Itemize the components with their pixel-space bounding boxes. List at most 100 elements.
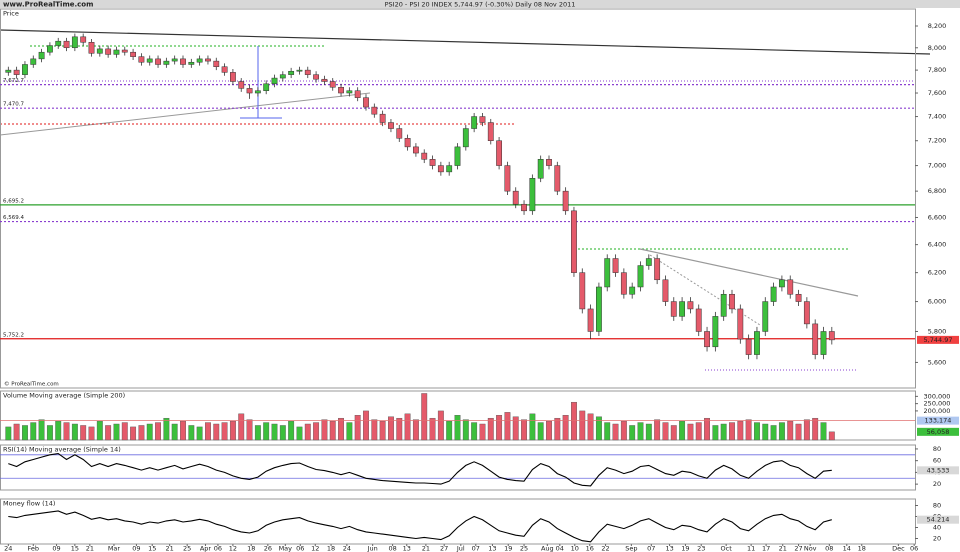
indicator-line [8, 453, 832, 487]
y-tick-label: 7,200 [928, 137, 947, 145]
candle-body [637, 265, 644, 288]
candle-body [88, 42, 95, 54]
value-box-label: 133,174 [925, 417, 952, 425]
candle-body [71, 36, 78, 49]
x-tick-label: 14 [843, 545, 851, 552]
trend-line [0, 29, 931, 55]
candle-body [562, 190, 569, 212]
panel-title: Money flow (14) [3, 500, 55, 508]
candle-body [704, 331, 710, 348]
volume-bar [687, 423, 694, 441]
candle-body [329, 81, 336, 88]
volume-bar [55, 420, 62, 441]
y-tick-label: 6,200 [928, 269, 947, 277]
volume-bar [496, 415, 503, 441]
volume-bar [654, 419, 661, 441]
y-tick-label: 8,000 [928, 44, 947, 52]
candle-body [421, 152, 428, 160]
candle-body [113, 49, 120, 55]
y-tick-label: 60 [933, 457, 941, 465]
candle-body [737, 308, 744, 340]
x-tick-label: 07 [647, 545, 655, 552]
candle-body [163, 60, 170, 65]
last-value-box [917, 466, 959, 475]
volume-bar [612, 423, 619, 441]
candle-body [313, 74, 320, 80]
candle-body [321, 78, 328, 82]
candle-body [354, 90, 361, 98]
candle-body [579, 272, 586, 310]
volume-bar [521, 419, 527, 441]
candle-body [138, 56, 145, 63]
trend-line [0, 92, 371, 136]
volume-bar [5, 426, 12, 441]
volume-bar [720, 423, 727, 441]
candle-body [246, 88, 253, 94]
x-tick-label: 18 [247, 545, 255, 552]
candle-body [803, 301, 810, 325]
volume-bar [13, 423, 20, 441]
volume-bar [263, 422, 270, 441]
x-tick-label: 11 [747, 545, 755, 552]
candle-body [629, 286, 636, 295]
volume-bar [254, 425, 261, 441]
y-tick-label: 5,600 [928, 358, 947, 366]
volume-bar [130, 426, 137, 441]
volume-bar [363, 410, 369, 441]
candle-body [446, 165, 453, 173]
panel-title: Volume Moving average (Simple 200) [3, 392, 125, 400]
x-tick-label: Mar [108, 545, 121, 552]
chart-title: PSI20 - PSI 20 INDEX 5,744.97 (-0.30%) D… [385, 1, 576, 9]
x-tick-label: May [279, 545, 293, 552]
x-tick-label: 12 [311, 545, 319, 552]
volume-bar [138, 425, 145, 441]
volume-bar [812, 417, 819, 441]
volume-bar [754, 422, 760, 441]
volume-bar [88, 426, 95, 441]
volume-bar [71, 423, 78, 441]
volume-bar [412, 419, 419, 441]
volume-bar [770, 425, 777, 441]
candle-body [729, 293, 735, 310]
y-tick-label: 250,000 [924, 400, 951, 408]
volume-bar [296, 426, 303, 441]
y-tick-label: 7,800 [928, 66, 947, 74]
x-tick-label: 23 [697, 545, 705, 552]
candle-body [795, 293, 802, 302]
volume-bar [38, 419, 45, 441]
candle-body [612, 258, 619, 273]
candle-body [263, 83, 270, 91]
x-tick-label: 09 [52, 545, 60, 552]
volume-bar [46, 425, 53, 441]
x-tick-label: 15 [148, 545, 156, 552]
x-tick-label: 27 [794, 545, 802, 552]
volume-bar [704, 417, 710, 441]
candle-body [521, 203, 527, 212]
candle-body [479, 116, 486, 123]
candle-body [171, 58, 178, 62]
volume-bar [354, 415, 361, 441]
y-tick-label: 8,200 [928, 22, 947, 30]
candle-body [13, 69, 20, 75]
x-tick-label: 12 [229, 545, 237, 552]
candle-body [754, 331, 760, 355]
candle-body [404, 138, 411, 148]
candle-body [695, 308, 702, 332]
volume-bar [737, 420, 744, 441]
volume-bar [105, 425, 112, 441]
candle-body [679, 301, 686, 317]
y-tick-label: 6,600 [928, 213, 947, 221]
candle-body [595, 286, 602, 332]
candle-body [238, 81, 245, 89]
x-tick-label: 24 [343, 545, 351, 552]
candle-body [96, 48, 103, 54]
x-tick-label: Apr [200, 545, 212, 552]
level-label: 7,470.7 [3, 102, 24, 108]
volume-bar [679, 420, 686, 441]
volume-bar [205, 422, 211, 441]
volume-bar [113, 423, 120, 441]
y-tick-label: 20 [933, 480, 941, 488]
x-tick-label: 07 [472, 545, 480, 552]
x-tick-label: 21 [779, 545, 787, 552]
